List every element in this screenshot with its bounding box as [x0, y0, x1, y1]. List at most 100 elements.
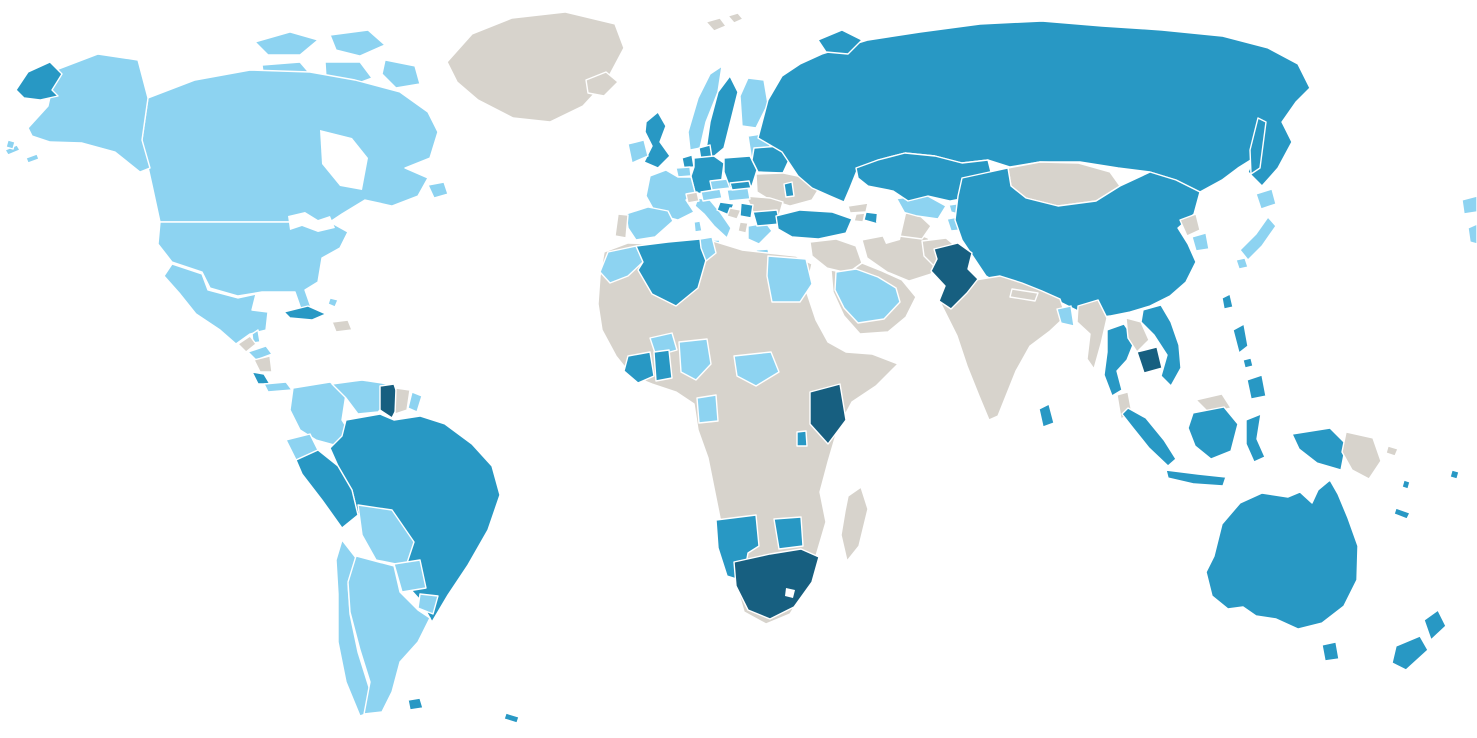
country-philippines[interactable] — [1242, 357, 1254, 369]
country-japan[interactable] — [1255, 188, 1277, 210]
country-svalbard[interactable] — [705, 17, 727, 32]
country-japan[interactable] — [1239, 216, 1277, 261]
country-new-caledonia[interactable] — [1393, 507, 1411, 520]
country-bosnia[interactable] — [726, 207, 742, 220]
country-suriname[interactable] — [394, 387, 411, 415]
country-uruguay[interactable] — [417, 593, 439, 615]
country-cuba[interactable] — [283, 305, 327, 321]
country-slovakia[interactable] — [729, 180, 752, 191]
country-nigeria[interactable] — [678, 338, 712, 381]
country-sweden[interactable] — [705, 75, 739, 159]
country-panama[interactable] — [263, 381, 293, 393]
country-canada[interactable] — [141, 69, 439, 223]
country-philippines[interactable] — [1246, 374, 1267, 400]
country-moldova[interactable] — [783, 181, 795, 198]
country-newfoundland[interactable] — [427, 181, 449, 199]
country-honduras[interactable] — [247, 345, 273, 361]
country-russia[interactable] — [757, 20, 1311, 203]
country-pacific-fragment[interactable] — [1461, 195, 1477, 215]
country-rwanda-burundi[interactable] — [796, 430, 808, 447]
country-south-africa[interactable] — [733, 548, 820, 620]
country-switzerland[interactable] — [685, 191, 700, 204]
country-hawaii[interactable] — [5, 139, 16, 150]
country-netherlands[interactable] — [681, 154, 695, 169]
country-ghana[interactable] — [653, 349, 673, 382]
country-north-korea[interactable] — [1179, 213, 1201, 237]
country-turkey[interactable] — [775, 209, 853, 240]
country-cambodia[interactable] — [1136, 346, 1163, 374]
country-austria[interactable] — [700, 188, 723, 202]
country-laos[interactable] — [1125, 317, 1150, 353]
country-chukotka-russia[interactable] — [15, 61, 63, 101]
country-indonesia[interactable] — [1187, 406, 1239, 460]
country-greenland[interactable] — [446, 11, 625, 123]
country-papua-new-guinea[interactable] — [1341, 431, 1382, 480]
country-bahamas[interactable] — [327, 297, 339, 308]
country-georgia[interactable] — [847, 202, 869, 214]
country-madagascar[interactable] — [840, 486, 869, 562]
country-nicaragua[interactable] — [253, 355, 273, 373]
country-guatemala[interactable] — [237, 335, 257, 353]
country-indonesia[interactable] — [1165, 469, 1227, 487]
country-indonesia[interactable] — [1121, 407, 1177, 467]
country-indonesia[interactable] — [1245, 413, 1266, 463]
country-burkina-faso[interactable] — [649, 332, 678, 357]
country-costa-rica[interactable] — [251, 371, 271, 385]
country-albania[interactable] — [737, 221, 749, 234]
country-pakistan[interactable] — [930, 242, 979, 310]
country-argentina[interactable] — [347, 555, 431, 715]
country-peru[interactable] — [295, 449, 359, 529]
country-pacific-fragment[interactable] — [1467, 223, 1477, 245]
country-nepal[interactable] — [1009, 288, 1039, 302]
country-french-guiana[interactable] — [407, 391, 423, 413]
country-sakhalin[interactable] — [1249, 117, 1267, 175]
country-canada-arctic[interactable] — [329, 29, 386, 57]
country-mexico[interactable] — [163, 263, 269, 345]
country-myanmar[interactable] — [1076, 299, 1108, 370]
country-ireland[interactable] — [627, 139, 649, 164]
country-italy[interactable] — [694, 197, 732, 239]
country-alaska[interactable] — [27, 53, 151, 173]
country-sardinia[interactable] — [693, 220, 703, 233]
country-poland[interactable] — [723, 155, 758, 189]
country-canada-arctic[interactable] — [254, 31, 319, 56]
country-cote-divoire[interactable] — [623, 351, 655, 384]
country-united-kingdom[interactable] — [643, 111, 671, 169]
country-belgium[interactable] — [675, 166, 692, 178]
country-zimbabwe[interactable] — [773, 516, 804, 550]
country-australia[interactable] — [1205, 479, 1359, 630]
country-serbia[interactable] — [739, 202, 754, 219]
country-philippines[interactable] — [1232, 323, 1249, 354]
country-algeria[interactable] — [635, 238, 707, 307]
country-tunisia[interactable] — [699, 236, 717, 262]
country-vietnam[interactable] — [1140, 304, 1182, 387]
country-spain[interactable] — [625, 206, 674, 241]
country-novaya-zemlya[interactable] — [817, 29, 863, 55]
country-kenya[interactable] — [809, 383, 847, 445]
country-taiwan[interactable] — [1221, 293, 1234, 310]
country-aleutians[interactable] — [25, 153, 40, 164]
country-fiji[interactable] — [1449, 469, 1460, 480]
country-canada-arctic[interactable] — [381, 59, 421, 89]
country-sri-lanka[interactable] — [1038, 403, 1055, 428]
country-egypt[interactable] — [766, 255, 813, 303]
country-solomon-islands[interactable] — [1385, 445, 1399, 457]
country-paraguay[interactable] — [393, 559, 427, 593]
country-armenia[interactable] — [853, 212, 866, 223]
country-new-zealand[interactable] — [1423, 609, 1447, 641]
country-hispaniola[interactable] — [331, 319, 353, 333]
country-bangladesh[interactable] — [1056, 305, 1075, 327]
country-tasmania[interactable] — [1321, 641, 1340, 662]
country-japan[interactable] — [1235, 257, 1249, 270]
country-portugal[interactable] — [614, 213, 629, 239]
country-gabon[interactable] — [696, 394, 719, 424]
country-central-african-republic[interactable] — [733, 351, 780, 387]
country-vanuatu[interactable] — [1401, 479, 1411, 490]
country-iceland[interactable] — [585, 71, 619, 97]
country-saudi-arabia[interactable] — [834, 268, 901, 324]
country-indonesia[interactable] — [1291, 427, 1347, 471]
country-new-zealand[interactable] — [1391, 635, 1429, 671]
country-svalbard[interactable] — [727, 12, 744, 24]
country-falkland-islands[interactable] — [407, 697, 424, 711]
country-south-korea[interactable] — [1191, 232, 1210, 252]
